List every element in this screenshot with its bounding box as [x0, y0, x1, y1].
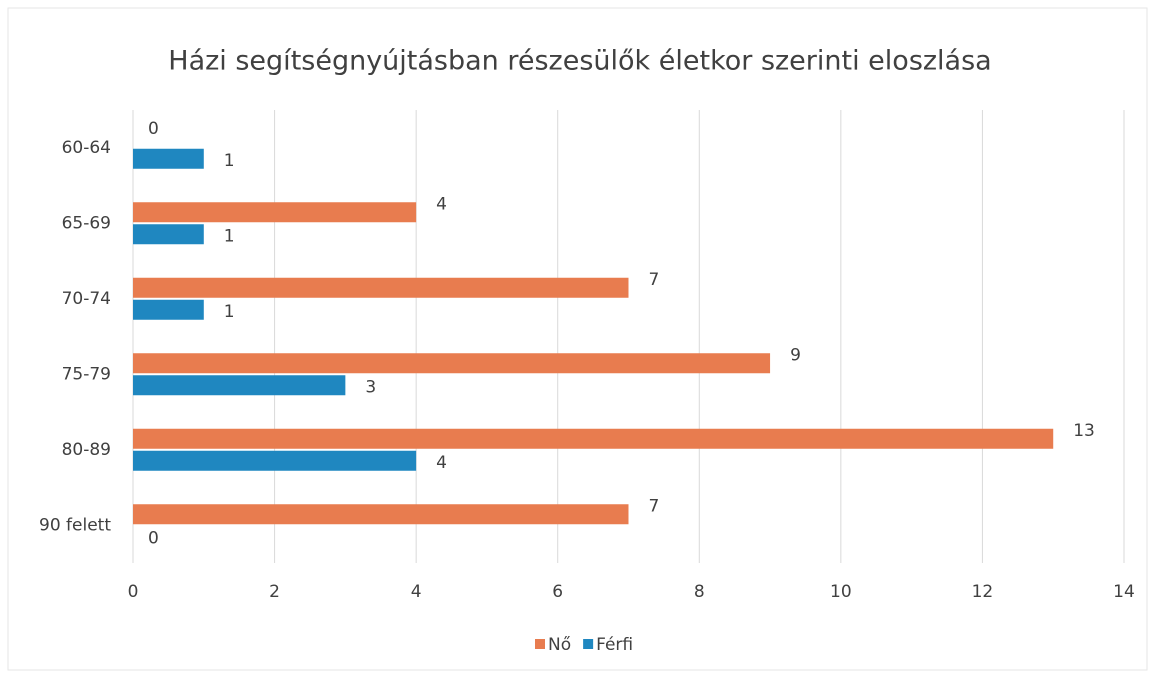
- bar: [133, 450, 417, 471]
- bar: [133, 202, 417, 223]
- legend-swatch: [583, 639, 594, 649]
- legend-label: Nő: [548, 635, 571, 655]
- data-label: 1: [224, 226, 235, 246]
- legend-label: Férfi: [596, 635, 633, 655]
- chart-title: Házi segítségnyújtásban részesülők életk…: [168, 46, 991, 77]
- bar: [133, 277, 629, 298]
- bar: [133, 148, 204, 169]
- data-label: 1: [224, 151, 235, 171]
- data-label: 4: [436, 194, 447, 214]
- data-label: 7: [649, 496, 660, 516]
- chart-border: [7, 7, 1148, 671]
- data-label: 3: [365, 377, 376, 397]
- x-tick-label: 12: [972, 582, 994, 602]
- y-tick-label: 60-64: [62, 138, 111, 158]
- y-tick-label: 90 felett: [39, 515, 111, 535]
- y-tick-label: 65-69: [62, 213, 111, 233]
- y-tick-label: 70-74: [62, 289, 111, 309]
- bar: [133, 428, 1054, 449]
- data-label: 0: [148, 119, 159, 139]
- x-tick-label: 2: [269, 582, 280, 602]
- y-tick-label: 75-79: [62, 364, 111, 384]
- bar: [133, 504, 629, 525]
- data-label: 13: [1073, 421, 1095, 441]
- x-tick-label: 10: [830, 582, 852, 602]
- bar: [133, 299, 204, 320]
- data-label: 4: [436, 453, 447, 473]
- data-label: 0: [148, 528, 159, 548]
- bar: [133, 375, 346, 396]
- x-tick-label: 8: [694, 582, 705, 602]
- data-label: 1: [224, 302, 235, 322]
- bar: [133, 353, 771, 374]
- data-label: 7: [649, 270, 660, 290]
- y-tick-label: 80-89: [62, 440, 111, 460]
- x-tick-label: 6: [552, 582, 563, 602]
- x-tick-label: 14: [1113, 582, 1135, 602]
- data-label: 9: [790, 345, 801, 365]
- bar: [133, 224, 204, 245]
- x-tick-label: 0: [128, 582, 139, 602]
- legend-swatch: [535, 639, 545, 649]
- x-tick-label: 4: [411, 582, 422, 602]
